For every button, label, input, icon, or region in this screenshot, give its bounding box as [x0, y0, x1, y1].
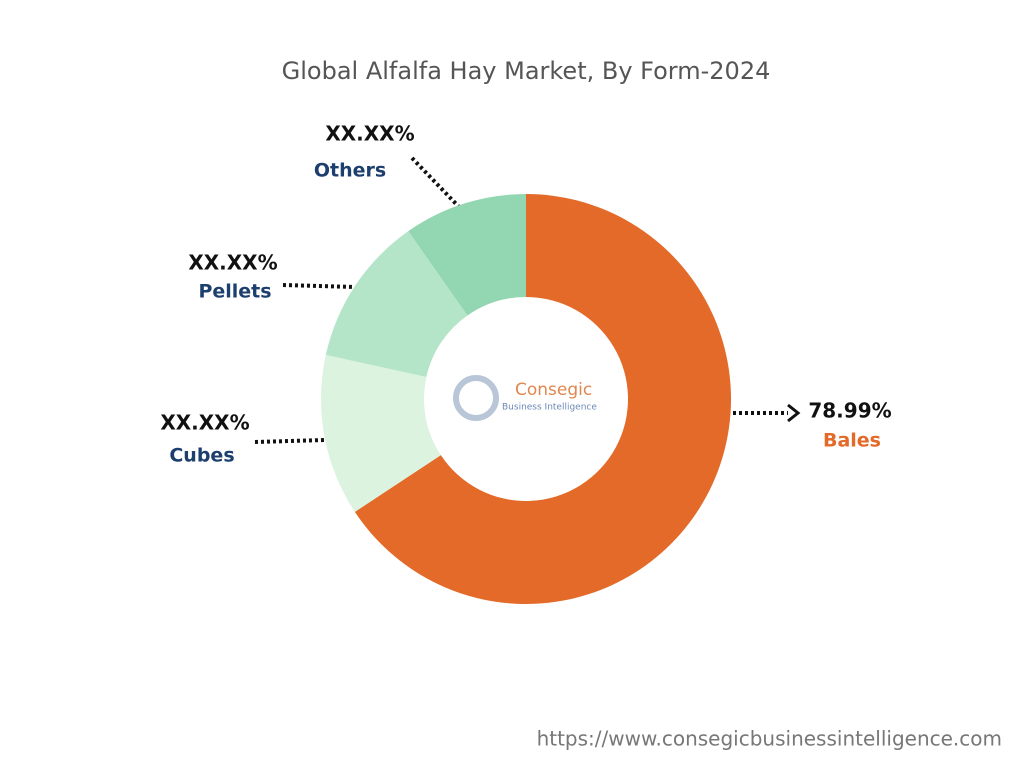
value-label: 78.99%: [808, 399, 891, 423]
category-label: Bales: [823, 430, 881, 452]
leader-lines: [254, 156, 801, 444]
chart-title: Global Alfalfa Hay Market, By Form-2024: [282, 57, 771, 85]
logo: Consegic Business Intelligence: [453, 375, 597, 421]
category-label: Others: [314, 160, 386, 182]
source-url: https://www.consegicbusinessintelligence…: [537, 727, 1002, 751]
leader-arrow: [787, 403, 801, 423]
logo-tagline: Business Intelligence: [502, 403, 597, 413]
donut-slice: [325, 231, 468, 378]
leader-line: [282, 283, 356, 289]
value-label: XX.XX%: [188, 251, 277, 275]
donut-slice: [320, 354, 441, 512]
category-label: Pellets: [198, 281, 271, 303]
donut-slice: [408, 194, 526, 316]
donut: [320, 194, 731, 604]
value-label: XX.XX%: [160, 411, 249, 435]
leader-line: [410, 156, 462, 210]
category-label: Cubes: [169, 445, 234, 467]
donut-slice: [354, 194, 731, 604]
value-label: XX.XX%: [325, 122, 414, 146]
logo-icon: [453, 375, 499, 421]
leader-line: [254, 438, 326, 444]
logo-name: Consegic: [515, 380, 592, 400]
